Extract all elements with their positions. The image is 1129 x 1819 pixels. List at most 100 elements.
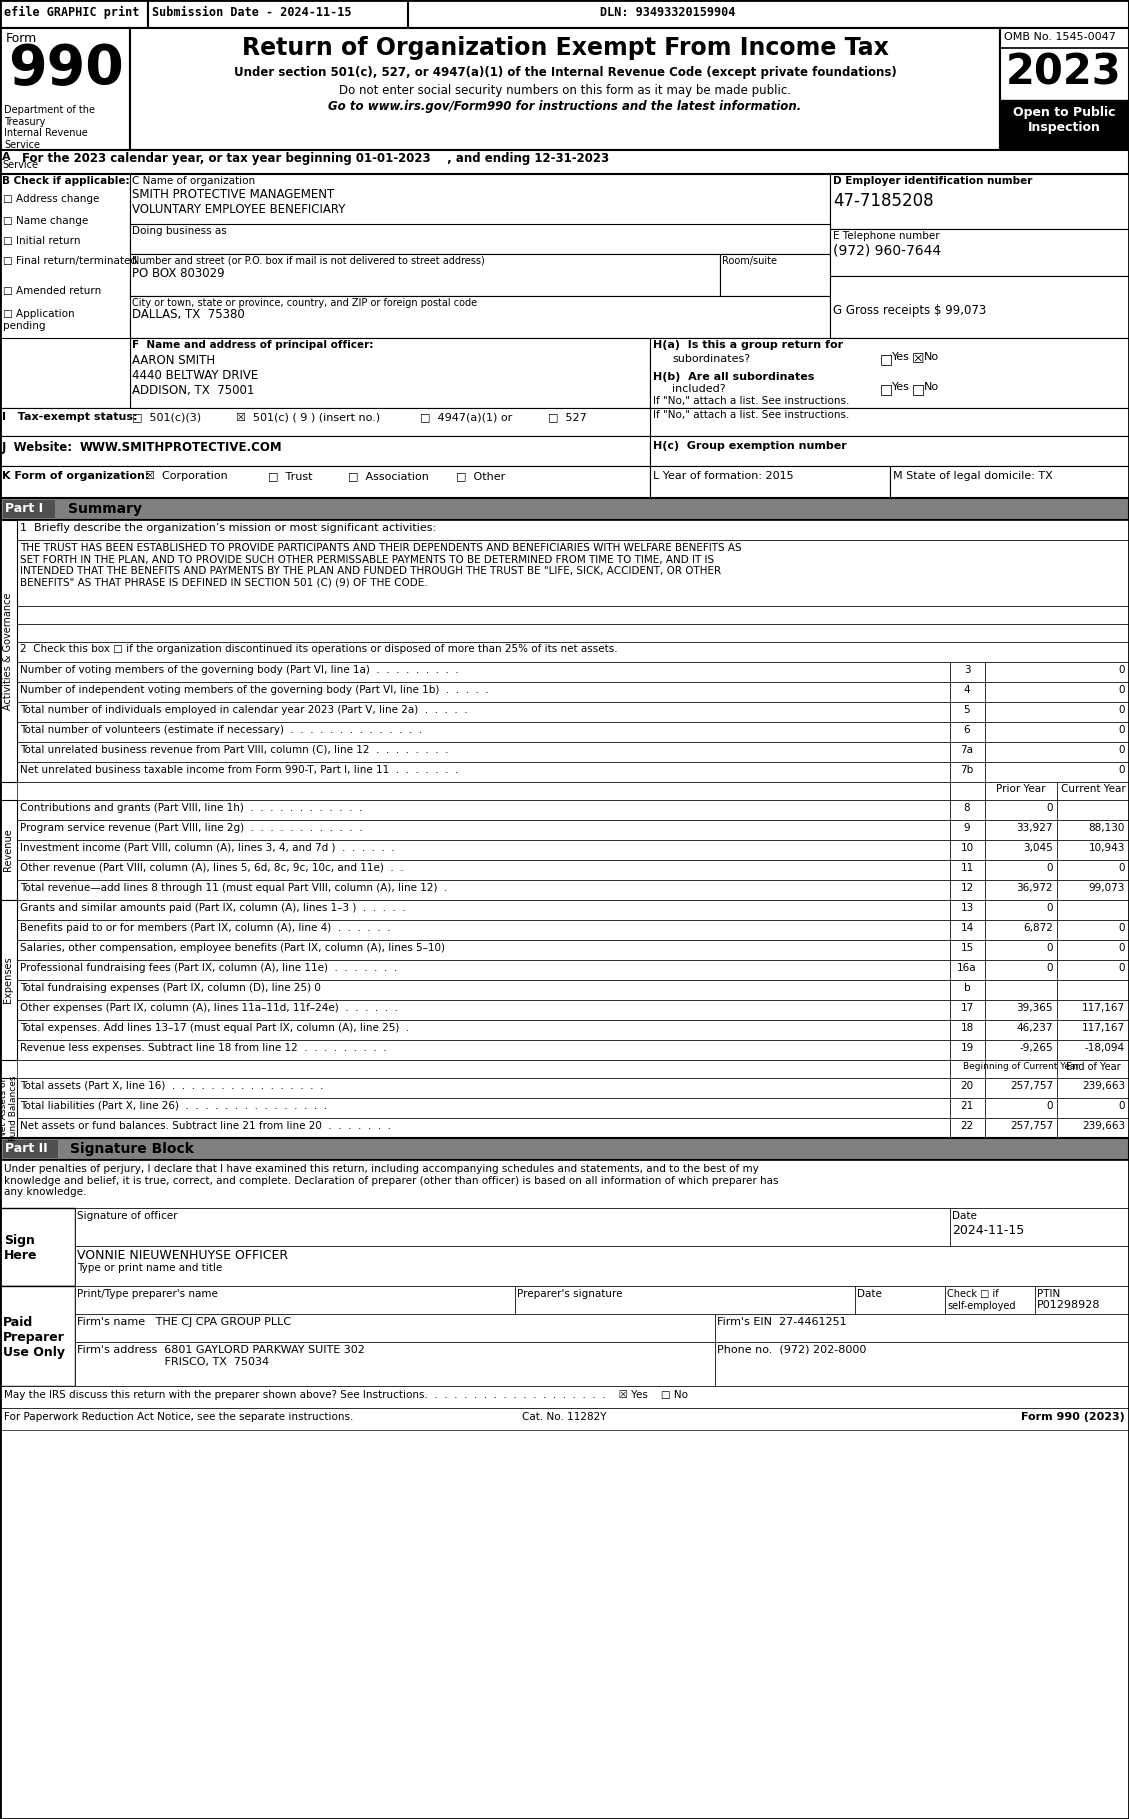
Bar xyxy=(1057,782,1129,800)
Text: 17: 17 xyxy=(961,1002,973,1013)
Text: Yes: Yes xyxy=(892,353,910,362)
Text: DALLAS, TX  75380: DALLAS, TX 75380 xyxy=(132,307,245,320)
Bar xyxy=(17,606,1129,624)
Bar xyxy=(855,1286,945,1313)
Text: 239,663: 239,663 xyxy=(1082,1121,1124,1131)
Text: Open to Public
Inspection: Open to Public Inspection xyxy=(1013,106,1115,135)
Text: 7a: 7a xyxy=(961,746,973,755)
Bar xyxy=(949,1208,1129,1246)
Text: 21: 21 xyxy=(961,1100,973,1111)
Bar xyxy=(0,1079,17,1139)
Text: 47-7185208: 47-7185208 xyxy=(833,193,934,209)
Text: Number and street (or P.O. box if mail is not delivered to street address): Number and street (or P.O. box if mail i… xyxy=(132,256,484,266)
Text: subordinates?: subordinates? xyxy=(672,355,750,364)
Bar xyxy=(984,1060,1057,1079)
Bar xyxy=(949,682,984,702)
Text: Total expenses. Add lines 13–17 (must equal Part IX, column (A), line 25)  .: Total expenses. Add lines 13–17 (must eq… xyxy=(20,1022,409,1033)
Bar xyxy=(1057,800,1129,820)
Text: Firm's EIN  27-4461251: Firm's EIN 27-4461251 xyxy=(717,1317,847,1328)
Bar xyxy=(984,960,1057,980)
Text: 5: 5 xyxy=(964,706,970,715)
Text: J  Website:: J Website: xyxy=(2,440,73,455)
Text: □ Amended return: □ Amended return xyxy=(3,286,102,296)
Text: Under penalties of perjury, I declare that I have examined this return, includin: Under penalties of perjury, I declare th… xyxy=(5,1164,779,1197)
Text: Grants and similar amounts paid (Part IX, column (A), lines 1–3 )  .  .  .  .  .: Grants and similar amounts paid (Part IX… xyxy=(20,902,405,913)
Text: 0: 0 xyxy=(1119,686,1124,695)
Text: 9: 9 xyxy=(964,822,970,833)
Bar xyxy=(984,1119,1057,1139)
Bar xyxy=(984,1020,1057,1040)
Text: Under section 501(c), 527, or 4947(a)(1) of the Internal Revenue Code (except pr: Under section 501(c), 527, or 4947(a)(1)… xyxy=(234,65,896,78)
Text: L Year of formation: 2015: L Year of formation: 2015 xyxy=(653,471,794,480)
Text: Net unrelated business taxable income from Form 990-T, Part I, line 11  .  .  . : Net unrelated business taxable income fr… xyxy=(20,766,458,775)
Bar xyxy=(715,1342,1129,1386)
Bar xyxy=(1057,840,1129,860)
Bar xyxy=(17,960,949,980)
Text: Net assets or fund balances. Subtract line 21 from line 20  .  .  .  .  .  .  .: Net assets or fund balances. Subtract li… xyxy=(20,1121,391,1131)
Bar xyxy=(1035,1286,1129,1313)
Bar xyxy=(0,520,17,782)
Text: 0: 0 xyxy=(1047,962,1053,973)
Text: 0: 0 xyxy=(1119,666,1124,675)
Bar xyxy=(130,296,830,338)
Bar xyxy=(984,900,1057,920)
Text: ☒  Corporation: ☒ Corporation xyxy=(145,471,228,480)
Text: Current Year: Current Year xyxy=(1060,784,1126,795)
Bar xyxy=(17,1040,949,1060)
Bar xyxy=(720,255,830,296)
Bar xyxy=(949,702,984,722)
Bar xyxy=(17,624,1129,642)
Text: Department of the
Treasury
Internal Revenue
Service: Department of the Treasury Internal Reve… xyxy=(5,106,95,149)
Text: THE TRUST HAS BEEN ESTABLISHED TO PROVIDE PARTICIPANTS AND THEIR DEPENDENTS AND : THE TRUST HAS BEEN ESTABLISHED TO PROVID… xyxy=(20,544,742,588)
Text: 8: 8 xyxy=(964,802,970,813)
Bar xyxy=(0,338,130,407)
Text: 14: 14 xyxy=(961,922,973,933)
Text: A: A xyxy=(2,153,10,162)
Text: □ Initial return: □ Initial return xyxy=(3,236,80,246)
Bar xyxy=(949,940,984,960)
Bar xyxy=(984,762,1129,782)
Text: 11: 11 xyxy=(961,862,973,873)
Bar xyxy=(0,466,650,498)
Text: 19: 19 xyxy=(961,1042,973,1053)
Bar xyxy=(17,722,949,742)
Text: Check □ if
self-employed: Check □ if self-employed xyxy=(947,1290,1015,1311)
Text: Go to www.irs.gov/Form990 for instructions and the latest information.: Go to www.irs.gov/Form990 for instructio… xyxy=(329,100,802,113)
Text: Contributions and grants (Part VIII, line 1h)  .  .  .  .  .  .  .  .  .  .  .  : Contributions and grants (Part VIII, lin… xyxy=(20,802,362,813)
Bar xyxy=(949,840,984,860)
Bar xyxy=(945,1286,1035,1313)
Text: -18,094: -18,094 xyxy=(1085,1042,1124,1053)
Text: For Paperwork Reduction Act Notice, see the separate instructions.: For Paperwork Reduction Act Notice, see … xyxy=(5,1412,353,1422)
Text: 16a: 16a xyxy=(957,962,977,973)
Text: SMITH PROTECTIVE MANAGEMENT
VOLUNTARY EMPLOYEE BENEFICIARY: SMITH PROTECTIVE MANAGEMENT VOLUNTARY EM… xyxy=(132,187,345,216)
Bar xyxy=(949,880,984,900)
Bar xyxy=(130,175,830,255)
Text: 0: 0 xyxy=(1119,962,1124,973)
Text: Summary: Summary xyxy=(68,502,142,517)
Text: 33,927: 33,927 xyxy=(1016,822,1053,833)
Text: Room/suite: Room/suite xyxy=(723,256,777,266)
Text: 0: 0 xyxy=(1119,726,1124,735)
Text: B Check if applicable:: B Check if applicable: xyxy=(2,176,130,186)
Bar xyxy=(1057,860,1129,880)
Text: 117,167: 117,167 xyxy=(1082,1002,1124,1013)
Bar xyxy=(984,860,1057,880)
Text: Date: Date xyxy=(952,1211,977,1221)
Text: 239,663: 239,663 xyxy=(1082,1080,1124,1091)
Bar xyxy=(3,500,55,518)
Text: For the 2023 calendar year, or tax year beginning 01-01-2023    , and ending 12-: For the 2023 calendar year, or tax year … xyxy=(21,153,610,166)
Bar xyxy=(75,1313,715,1342)
Text: □ Final return/terminated: □ Final return/terminated xyxy=(3,256,137,266)
Bar xyxy=(0,1139,1129,1161)
Text: 1  Briefly describe the organization’s mission or most significant activities:: 1 Briefly describe the organization’s mi… xyxy=(20,524,436,533)
Text: Prior Year: Prior Year xyxy=(996,784,1045,795)
Text: 0: 0 xyxy=(1119,766,1124,775)
Bar xyxy=(984,800,1057,820)
Bar xyxy=(984,980,1057,1000)
Bar xyxy=(1057,1119,1129,1139)
Text: Form: Form xyxy=(6,33,37,45)
Text: Number of independent voting members of the governing body (Part VI, line 1b)  .: Number of independent voting members of … xyxy=(20,686,489,695)
Text: □  527: □ 527 xyxy=(548,411,587,422)
Bar xyxy=(0,498,1129,520)
Bar xyxy=(0,175,130,395)
